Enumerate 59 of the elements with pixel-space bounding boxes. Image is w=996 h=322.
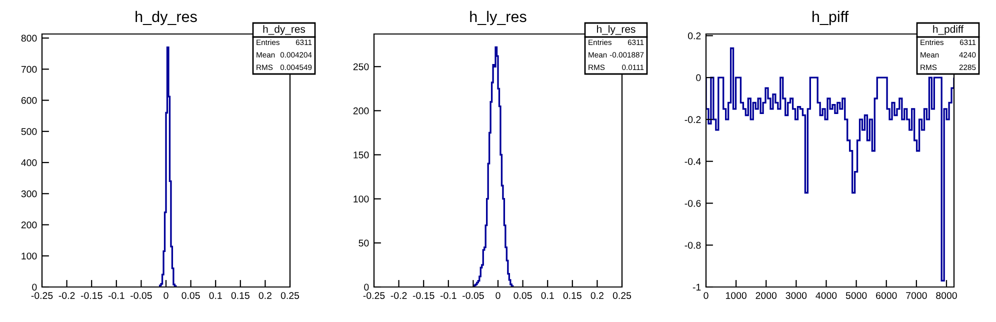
y-tick-label: 200	[21, 221, 37, 228]
y-tick-label: 200	[353, 107, 369, 114]
x-tick-label: -0.1	[440, 292, 456, 299]
x-tick-label: -0.05	[462, 292, 484, 299]
y-tick-label: 700	[21, 66, 37, 73]
x-tick-label: 3000	[786, 292, 807, 299]
x-tick-label: 0	[704, 292, 708, 299]
x-tick-label: 0.25	[612, 292, 632, 299]
x-tick-label: -0.15	[412, 292, 434, 299]
x-tick-label: 0.2	[590, 292, 604, 299]
x-tick-label: -0.15	[80, 292, 102, 299]
y-tick-label: 800	[21, 34, 37, 42]
x-tick-label: 0.05	[514, 292, 532, 299]
x-tick-label: -0.25	[363, 292, 385, 299]
y-tick-label: -0.2	[684, 116, 701, 124]
y-tick-label: -1	[692, 284, 701, 291]
x-tick-label: 1000	[726, 292, 746, 299]
y-tick-label: 300	[21, 190, 37, 198]
x-tick-label: 0.1	[209, 292, 222, 299]
x-tick-label: -0.2	[58, 292, 75, 299]
x-tick-label: 0	[164, 292, 168, 299]
y-tick-label: 0	[696, 74, 701, 82]
x-tick-label: 7000	[906, 292, 927, 299]
y-tick-label: 50	[358, 240, 369, 247]
chart-title: h_piff	[812, 10, 849, 26]
y-tick-label: 500	[21, 128, 37, 136]
y-tick-label: 100	[22, 252, 37, 260]
x-tick-label: 0.25	[280, 292, 300, 299]
x-tick-label: -0.1	[108, 292, 124, 299]
x-tick-label: 5000	[846, 292, 867, 299]
y-tick-label: -0.4	[684, 158, 701, 165]
y-tick-label: 100	[354, 196, 369, 202]
y-tick-label: 0	[364, 284, 369, 291]
x-tick-label: 0.1	[541, 292, 554, 299]
x-tick-label: 0	[496, 292, 500, 299]
annotation: h_ly_res	[597, 25, 636, 35]
x-tick-label: -0.2	[390, 292, 407, 299]
x-tick-label: 8000	[936, 292, 957, 299]
y-tick-label: -0.8	[684, 242, 701, 249]
y-tick-label: 600	[21, 97, 37, 104]
x-tick-label: 4000	[816, 292, 837, 299]
x-tick-label: 2000	[756, 292, 777, 299]
y-tick-label: 400	[21, 159, 37, 166]
x-tick-label: -0.25	[31, 292, 53, 299]
x-tick-label: 0.2	[258, 292, 272, 299]
annotation: h_pdiff	[933, 25, 964, 35]
x-tick-label: -0.05	[130, 292, 152, 299]
y-tick-label: -0.6	[684, 200, 701, 207]
y-tick-label: 150	[354, 152, 369, 158]
x-tick-label: 0.15	[231, 292, 250, 299]
y-tick-label: 0.2	[688, 32, 701, 40]
y-tick-label: 250	[353, 63, 369, 70]
annotation: h_dy_res	[263, 25, 306, 35]
x-tick-label: 6000	[876, 292, 897, 299]
y-tick-label: 0	[32, 284, 37, 291]
chart-title: h_dy_res	[136, 10, 197, 26]
x-tick-label: 0.15	[563, 292, 582, 299]
chart-title: h_ly_res	[470, 10, 526, 26]
x-tick-label: 0.05	[182, 292, 200, 299]
